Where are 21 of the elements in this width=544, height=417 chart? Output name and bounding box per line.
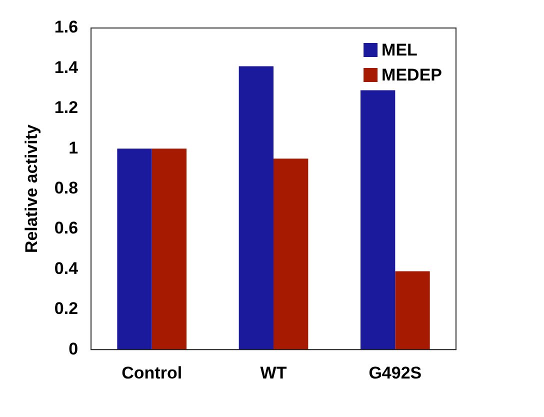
x-tick-label: Control [122,363,182,382]
x-tick-label: G492S [368,363,422,382]
legend-label: MEL [382,40,418,60]
y-tick-label: 0.4 [54,258,79,278]
x-tick-label: WT [260,363,288,382]
y-tick-label: 1.2 [54,98,78,118]
y-tick-label: 0.2 [54,299,78,318]
y-tick-label: 0.6 [54,218,78,238]
legend-label: MEDEP [382,66,442,85]
bar [395,271,430,350]
y-tick-label: 1.4 [54,58,79,77]
y-axis-title: Relative activity [22,124,41,254]
bar [360,90,396,350]
bar [274,158,308,350]
bar [238,66,274,350]
y-tick-label: 0 [68,339,78,358]
y-tick-label: 0.8 [54,178,78,198]
bar [152,148,187,350]
bar [117,148,152,350]
y-tick-label: 1 [68,138,78,158]
y-tick-label: 1.6 [54,18,78,37]
